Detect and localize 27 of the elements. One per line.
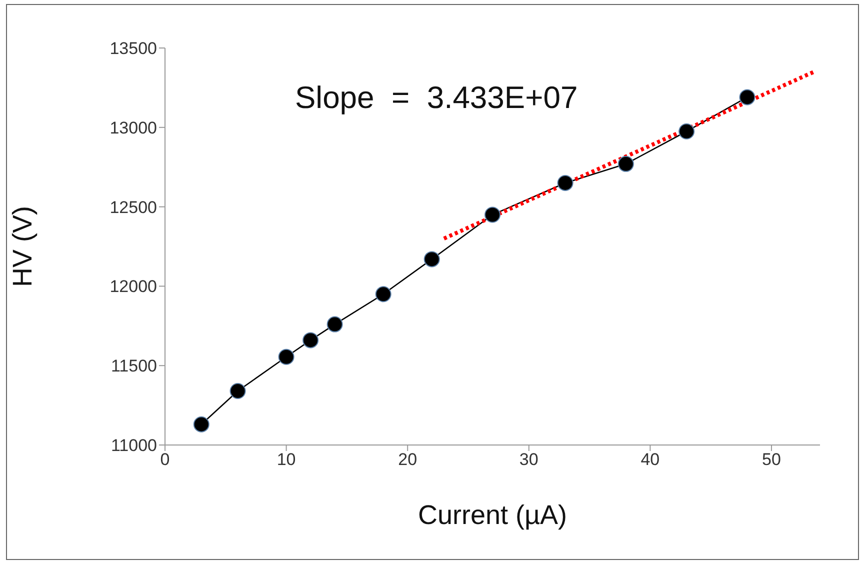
x-tick-label: 50	[762, 450, 781, 470]
point	[375, 286, 392, 302]
x-axis-title: Current (µA)	[418, 500, 568, 530]
y-tick-label: 11000	[110, 436, 157, 456]
point	[193, 416, 210, 432]
y-tick-label: 12500	[110, 198, 157, 217]
point	[618, 156, 634, 172]
point	[739, 89, 756, 106]
point	[424, 251, 440, 268]
x-tick-label: 0	[160, 450, 170, 470]
point	[678, 123, 695, 140]
point	[302, 332, 319, 348]
y-tick-label: 13000	[110, 118, 157, 138]
point	[230, 383, 246, 400]
point	[278, 348, 294, 365]
x-tick-label: 30	[519, 450, 538, 470]
x-tick-label: 10	[276, 450, 296, 470]
y-axis-title: HV (V)	[8, 206, 38, 287]
y-tick-label: 12000	[110, 277, 157, 296]
y-tick-label: 13500	[110, 39, 157, 58]
point	[326, 316, 343, 332]
annotation: Slope = 3.433E+07	[295, 80, 578, 116]
y-tick-label: 11500	[110, 356, 157, 376]
x-tick-label: 40	[640, 450, 660, 470]
point	[557, 174, 574, 191]
x-tick-label: 20	[398, 450, 418, 470]
point	[484, 206, 500, 223]
